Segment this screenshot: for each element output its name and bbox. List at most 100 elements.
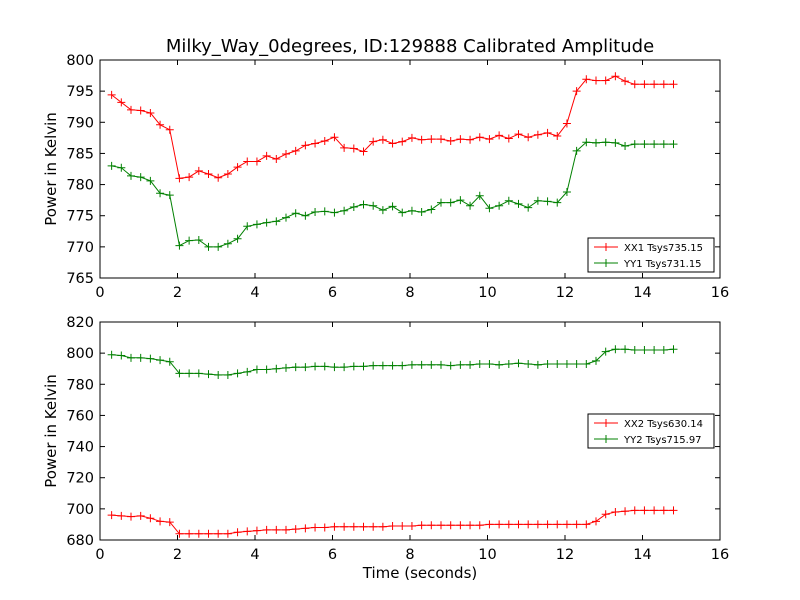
data-point: [243, 367, 252, 376]
data-point: [107, 511, 116, 520]
data-point: [330, 363, 339, 372]
data-point: [640, 140, 649, 149]
data-point: [437, 521, 445, 530]
data-point: [369, 522, 378, 531]
data-point: [214, 242, 223, 251]
data-point: [175, 241, 184, 250]
y-tick-label: 785: [66, 146, 94, 162]
data-point: [388, 202, 397, 211]
data-point: [446, 198, 455, 207]
x-tick-label: 16: [711, 547, 729, 563]
x-tick-label: 4: [250, 547, 259, 563]
data-point: [214, 529, 223, 538]
x-tick-label: 0: [95, 547, 104, 563]
data-point: [582, 360, 591, 369]
data-point: [146, 108, 155, 117]
data-point: [252, 157, 261, 166]
data-point: [427, 135, 436, 144]
series-2: [107, 345, 678, 379]
legend-box: [587, 413, 715, 449]
data-point: [398, 208, 407, 217]
x-tick-label: 10: [478, 547, 496, 563]
data-point: [407, 521, 416, 530]
data-point: [621, 345, 630, 354]
data-point: [272, 364, 281, 373]
data-point: [543, 197, 552, 206]
data-point: [572, 146, 581, 155]
data-point: [369, 361, 378, 370]
data-point: [378, 361, 387, 370]
data-point: [485, 204, 494, 213]
y-tick-label: 680: [66, 533, 94, 549]
data-point: [524, 520, 533, 529]
data-point: [514, 359, 523, 368]
data-point: [117, 163, 126, 172]
data-point: [582, 138, 591, 147]
data-point: [659, 506, 668, 515]
data-point: [330, 522, 339, 531]
data-point: [156, 189, 165, 198]
data-point: [427, 360, 436, 369]
data-point: [553, 198, 562, 207]
data-point: [146, 514, 155, 523]
data-point: [320, 207, 329, 216]
top-plot: 0 2 4 6 8 10 12 14 16 765 770 775 780 785 790 795 800 Pow…: [42, 53, 729, 301]
data-point: [659, 140, 668, 149]
data-point: [650, 140, 659, 149]
legend-label: XX1 Tsys735.15: [624, 243, 703, 254]
data-point: [388, 361, 397, 370]
data-point: [340, 206, 349, 215]
data-point: [165, 357, 174, 366]
data-point: [630, 346, 639, 355]
data-point: [592, 356, 600, 365]
data-point: [417, 207, 426, 216]
data-point: [553, 131, 562, 140]
data-point: [127, 171, 135, 180]
legend-marker: [602, 259, 610, 267]
data-point: [475, 360, 484, 369]
y-tick-label: 720: [66, 471, 94, 487]
data-point: [533, 360, 542, 369]
data-point: [398, 137, 407, 146]
data-point: [301, 363, 310, 372]
data-point: [621, 141, 630, 150]
data-point: [291, 146, 300, 155]
data-point: [301, 524, 310, 533]
data-point: [262, 218, 271, 227]
data-point: [136, 511, 145, 520]
series-2: [107, 138, 678, 251]
data-point: [272, 525, 281, 534]
x-tick-label: 8: [405, 285, 414, 301]
data-point: [136, 353, 145, 362]
data-point: [175, 174, 184, 183]
bottom-plot: 0 2 4 6 8 10 12 14 16 680 700 720 740 760 780 800 820 Pow…: [42, 315, 729, 582]
data-point: [156, 517, 165, 526]
data-point: [204, 370, 213, 379]
data-point: [669, 506, 678, 515]
y-tick-label: 765: [66, 271, 94, 287]
data-point: [446, 521, 455, 530]
data-point: [592, 517, 600, 526]
y-tick-label: 770: [66, 240, 94, 256]
x-tick-label: 4: [250, 285, 259, 301]
data-point: [495, 360, 504, 369]
y-tick-label: 780: [66, 178, 94, 194]
y-tick-label: 795: [66, 84, 94, 100]
data-point: [340, 522, 349, 531]
data-point: [204, 242, 213, 251]
data-point: [572, 520, 581, 529]
data-point: [282, 213, 290, 222]
data-point: [301, 211, 310, 220]
data-point: [630, 506, 639, 515]
x-tick-label: 16: [711, 285, 729, 301]
data-point: [388, 521, 397, 530]
data-point: [437, 198, 445, 207]
data-point: [562, 188, 571, 197]
y-axis-label: Power in Kelvin: [42, 112, 60, 226]
data-point: [446, 136, 455, 145]
y-tick-label: 700: [66, 502, 94, 518]
x-axis-label: Time (seconds): [362, 564, 478, 582]
data-point: [601, 510, 610, 519]
data-point: [514, 130, 523, 139]
